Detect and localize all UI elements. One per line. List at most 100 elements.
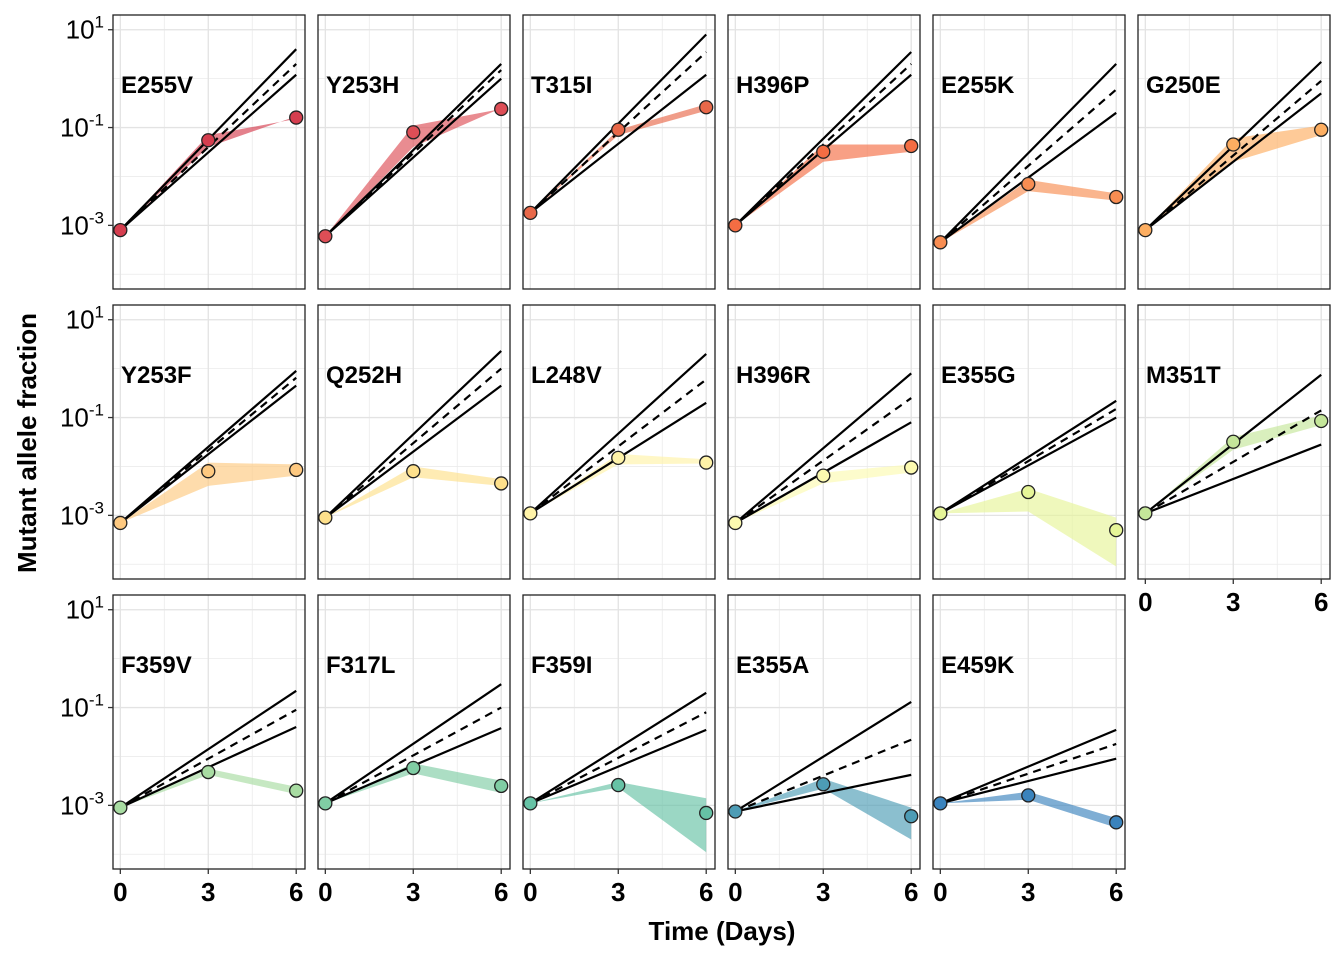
dashed-model-line <box>324 367 502 519</box>
confidence-band <box>735 144 912 226</box>
lower-model-line <box>119 384 297 524</box>
x-tick-label: 3 <box>816 877 830 907</box>
panel-e355a: E355A <box>727 594 921 870</box>
confidence-band <box>940 791 1117 828</box>
dashed-model-line <box>119 376 297 524</box>
panel-border <box>932 304 1126 580</box>
data-point <box>904 460 919 475</box>
data-point <box>113 222 128 238</box>
panel-border <box>522 14 716 290</box>
panel-grid <box>113 305 305 579</box>
confidence-band <box>1145 415 1322 514</box>
upper-model-line <box>119 370 297 524</box>
panel-label: F359I <box>531 652 592 679</box>
panel-grid <box>318 595 510 869</box>
x-axis-ticks: 0 3 6 <box>1138 579 1328 617</box>
x-tick-label: 0 <box>318 877 332 907</box>
data-point <box>1021 484 1036 500</box>
lower-model-line <box>735 773 912 813</box>
x-axis-ticks: 0 3 6 <box>523 869 713 907</box>
x-tick-label: 6 <box>699 877 713 907</box>
y-axis-label: Mutant allele fraction <box>12 313 42 573</box>
panel-e255k: E255K <box>932 14 1126 290</box>
y-axis-ticks: 10-3 10-1 101 <box>60 593 113 820</box>
panel-border <box>1137 14 1331 290</box>
panel-grid <box>728 305 920 579</box>
x-tick-label: 6 <box>494 877 508 907</box>
panel-label: E255V <box>121 72 193 99</box>
panel-grid <box>523 15 715 289</box>
confidence-band <box>120 462 297 523</box>
lower-model-line <box>529 728 707 805</box>
data-point <box>1109 522 1124 538</box>
x-tick-label: 0 <box>113 877 127 907</box>
panel-f317l: F317L <box>317 594 511 870</box>
dashed-model-line <box>324 706 502 805</box>
panel-label: F359V <box>121 652 192 679</box>
confidence-band <box>325 763 502 804</box>
x-axis-ticks: 0 3 6 <box>113 869 303 907</box>
data-point <box>699 455 714 470</box>
data-point <box>523 205 538 221</box>
y-tick-label: 101 <box>66 303 104 335</box>
panel-label: E355A <box>736 652 809 679</box>
data-point <box>728 804 743 819</box>
data-point <box>1021 176 1036 192</box>
y-axis-ticks: 10-3 10-1 101 <box>60 13 113 240</box>
panel-border <box>112 594 306 870</box>
panel-border <box>1137 304 1331 580</box>
dashed-model-line <box>119 708 297 809</box>
panel-border <box>932 594 1126 870</box>
lower-model-line <box>940 757 1117 805</box>
data-point <box>289 110 304 125</box>
x-tick-label: 6 <box>289 877 303 907</box>
lower-model-line <box>1144 443 1322 515</box>
dashed-model-line <box>734 738 912 813</box>
data-point <box>611 122 626 137</box>
data-point <box>494 101 509 117</box>
panel-label: H396P <box>736 72 809 99</box>
data-point <box>816 777 831 792</box>
panel-g250e: G250E <box>1137 14 1331 290</box>
data-point <box>1314 413 1329 429</box>
upper-model-line <box>529 353 707 515</box>
panel-label: L248V <box>531 362 602 389</box>
panel-label: E355G <box>941 362 1016 389</box>
y-tick-label: 10-1 <box>60 401 104 433</box>
data-point <box>318 796 333 811</box>
panel-y253h: Y253H <box>317 14 511 290</box>
panel-label: G250E <box>1146 72 1221 99</box>
x-axis-label: Time (Days) <box>649 916 796 946</box>
x-tick-label: 6 <box>1314 587 1328 617</box>
data-point <box>1109 189 1124 205</box>
y-tick-label: 10-3 <box>60 788 104 820</box>
panel-border <box>727 594 921 870</box>
data-point <box>699 805 714 821</box>
panel-label: Y253H <box>326 72 399 99</box>
upper-model-line <box>734 701 912 813</box>
panel-m351t: M351T <box>1137 304 1331 580</box>
panel-label: E255K <box>941 72 1015 99</box>
panel-grid <box>318 305 510 579</box>
y-tick-label: 101 <box>66 13 104 45</box>
panel-y253f: Y253F <box>112 304 306 580</box>
data-point <box>494 778 509 794</box>
dashed-model-line <box>529 711 707 805</box>
upper-model-line <box>529 691 707 805</box>
data-point <box>494 476 509 491</box>
panel-label: Q252H <box>326 362 402 389</box>
data-point <box>289 462 304 478</box>
dashed-model-line <box>939 88 1117 244</box>
data-point <box>201 133 216 148</box>
data-point <box>728 515 743 531</box>
panel-border <box>727 304 921 580</box>
panel-border <box>317 594 511 870</box>
y-tick-label: 10-1 <box>60 691 104 723</box>
y-tick-label: 10-3 <box>60 208 104 240</box>
panel-grid <box>728 595 920 869</box>
upper-model-line <box>324 63 502 238</box>
panel-f359v: F359V <box>112 594 306 870</box>
panel-label: E459K <box>941 652 1015 679</box>
upper-model-line <box>119 689 297 809</box>
